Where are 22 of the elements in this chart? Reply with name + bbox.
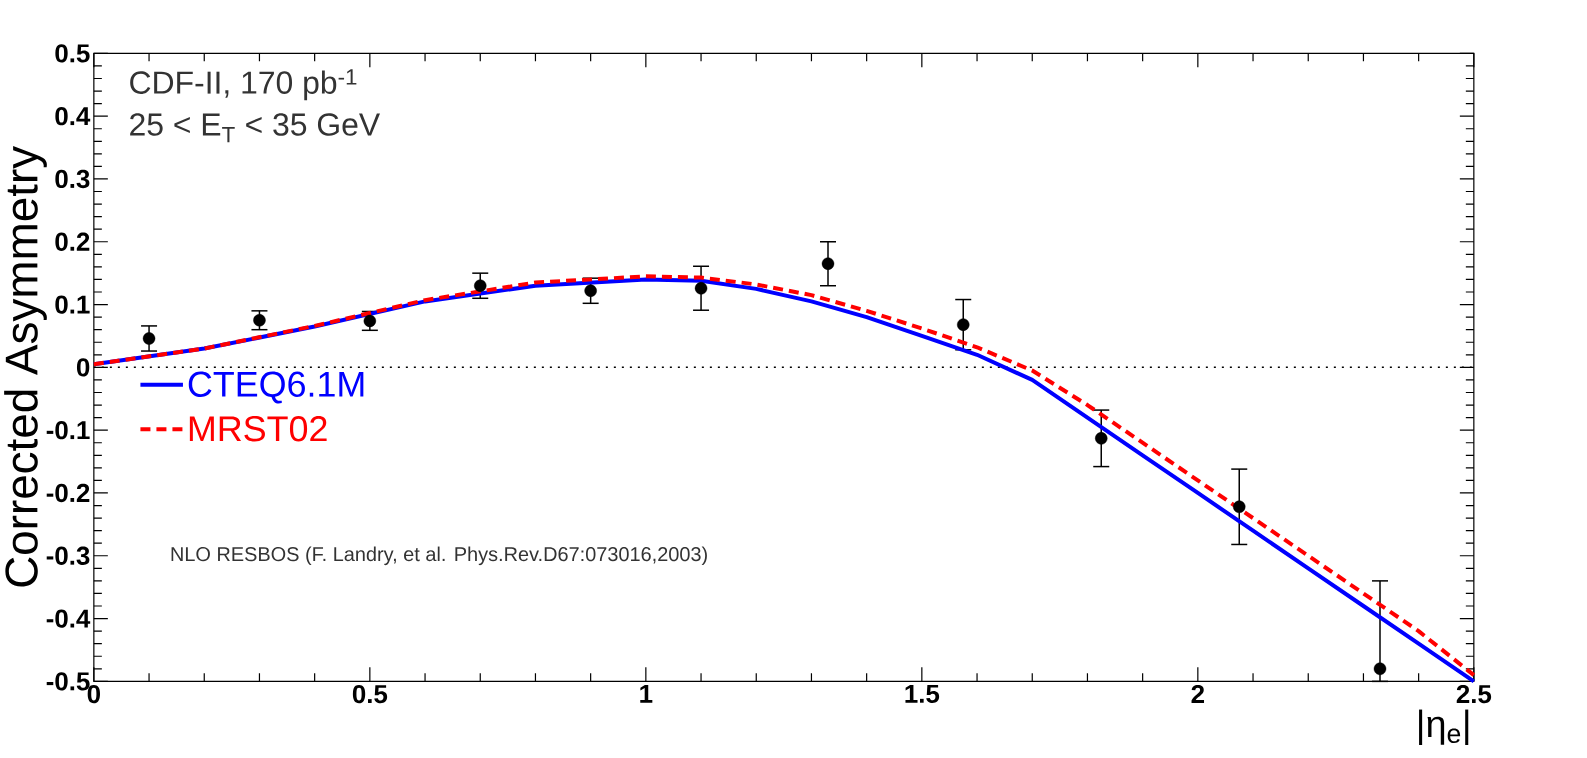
annotation: NLO RESBOS (F. Landry, et al. Phys.Rev.D67:073016,2003) — [171, 546, 707, 566]
y-tick-label: -0.2 — [46, 483, 90, 503]
x-tick-label: 1.5 — [905, 684, 940, 703]
y-tick-label: -0.1 — [46, 420, 90, 440]
y-tick-label: 0.2 — [55, 232, 90, 251]
y-axis-title: Corrected Asymmetry — [4, 145, 47, 587]
x-tick-label: 2.5 — [1456, 684, 1492, 704]
y-tick-label: 0.4 — [55, 106, 91, 126]
annotation: CDF-II, 170 pb$^{-1}$ — [130, 69, 357, 101]
y-tick-label: -0.3 — [46, 546, 90, 565]
x-tick-label: 0.5 — [352, 684, 388, 704]
annotation: 25 < E$_{T}$ < 35 GeV — [130, 113, 380, 143]
x-tick-label: 1 — [640, 684, 653, 703]
x-axis-title: |η$_{e}$| — [1419, 709, 1469, 746]
legend-label: MRST02 — [189, 416, 327, 442]
y-tick-label: -0.4 — [46, 609, 91, 628]
x-tick-label: 2 — [1191, 684, 1205, 703]
y-tick-label: 0 — [76, 358, 90, 377]
y-tick-label: 0.5 — [55, 44, 90, 63]
y-tick-label: 0.3 — [55, 169, 90, 189]
legend-label: CTEQ6.1M — [188, 371, 364, 404]
y-tick-label: 0.1 — [55, 295, 90, 314]
